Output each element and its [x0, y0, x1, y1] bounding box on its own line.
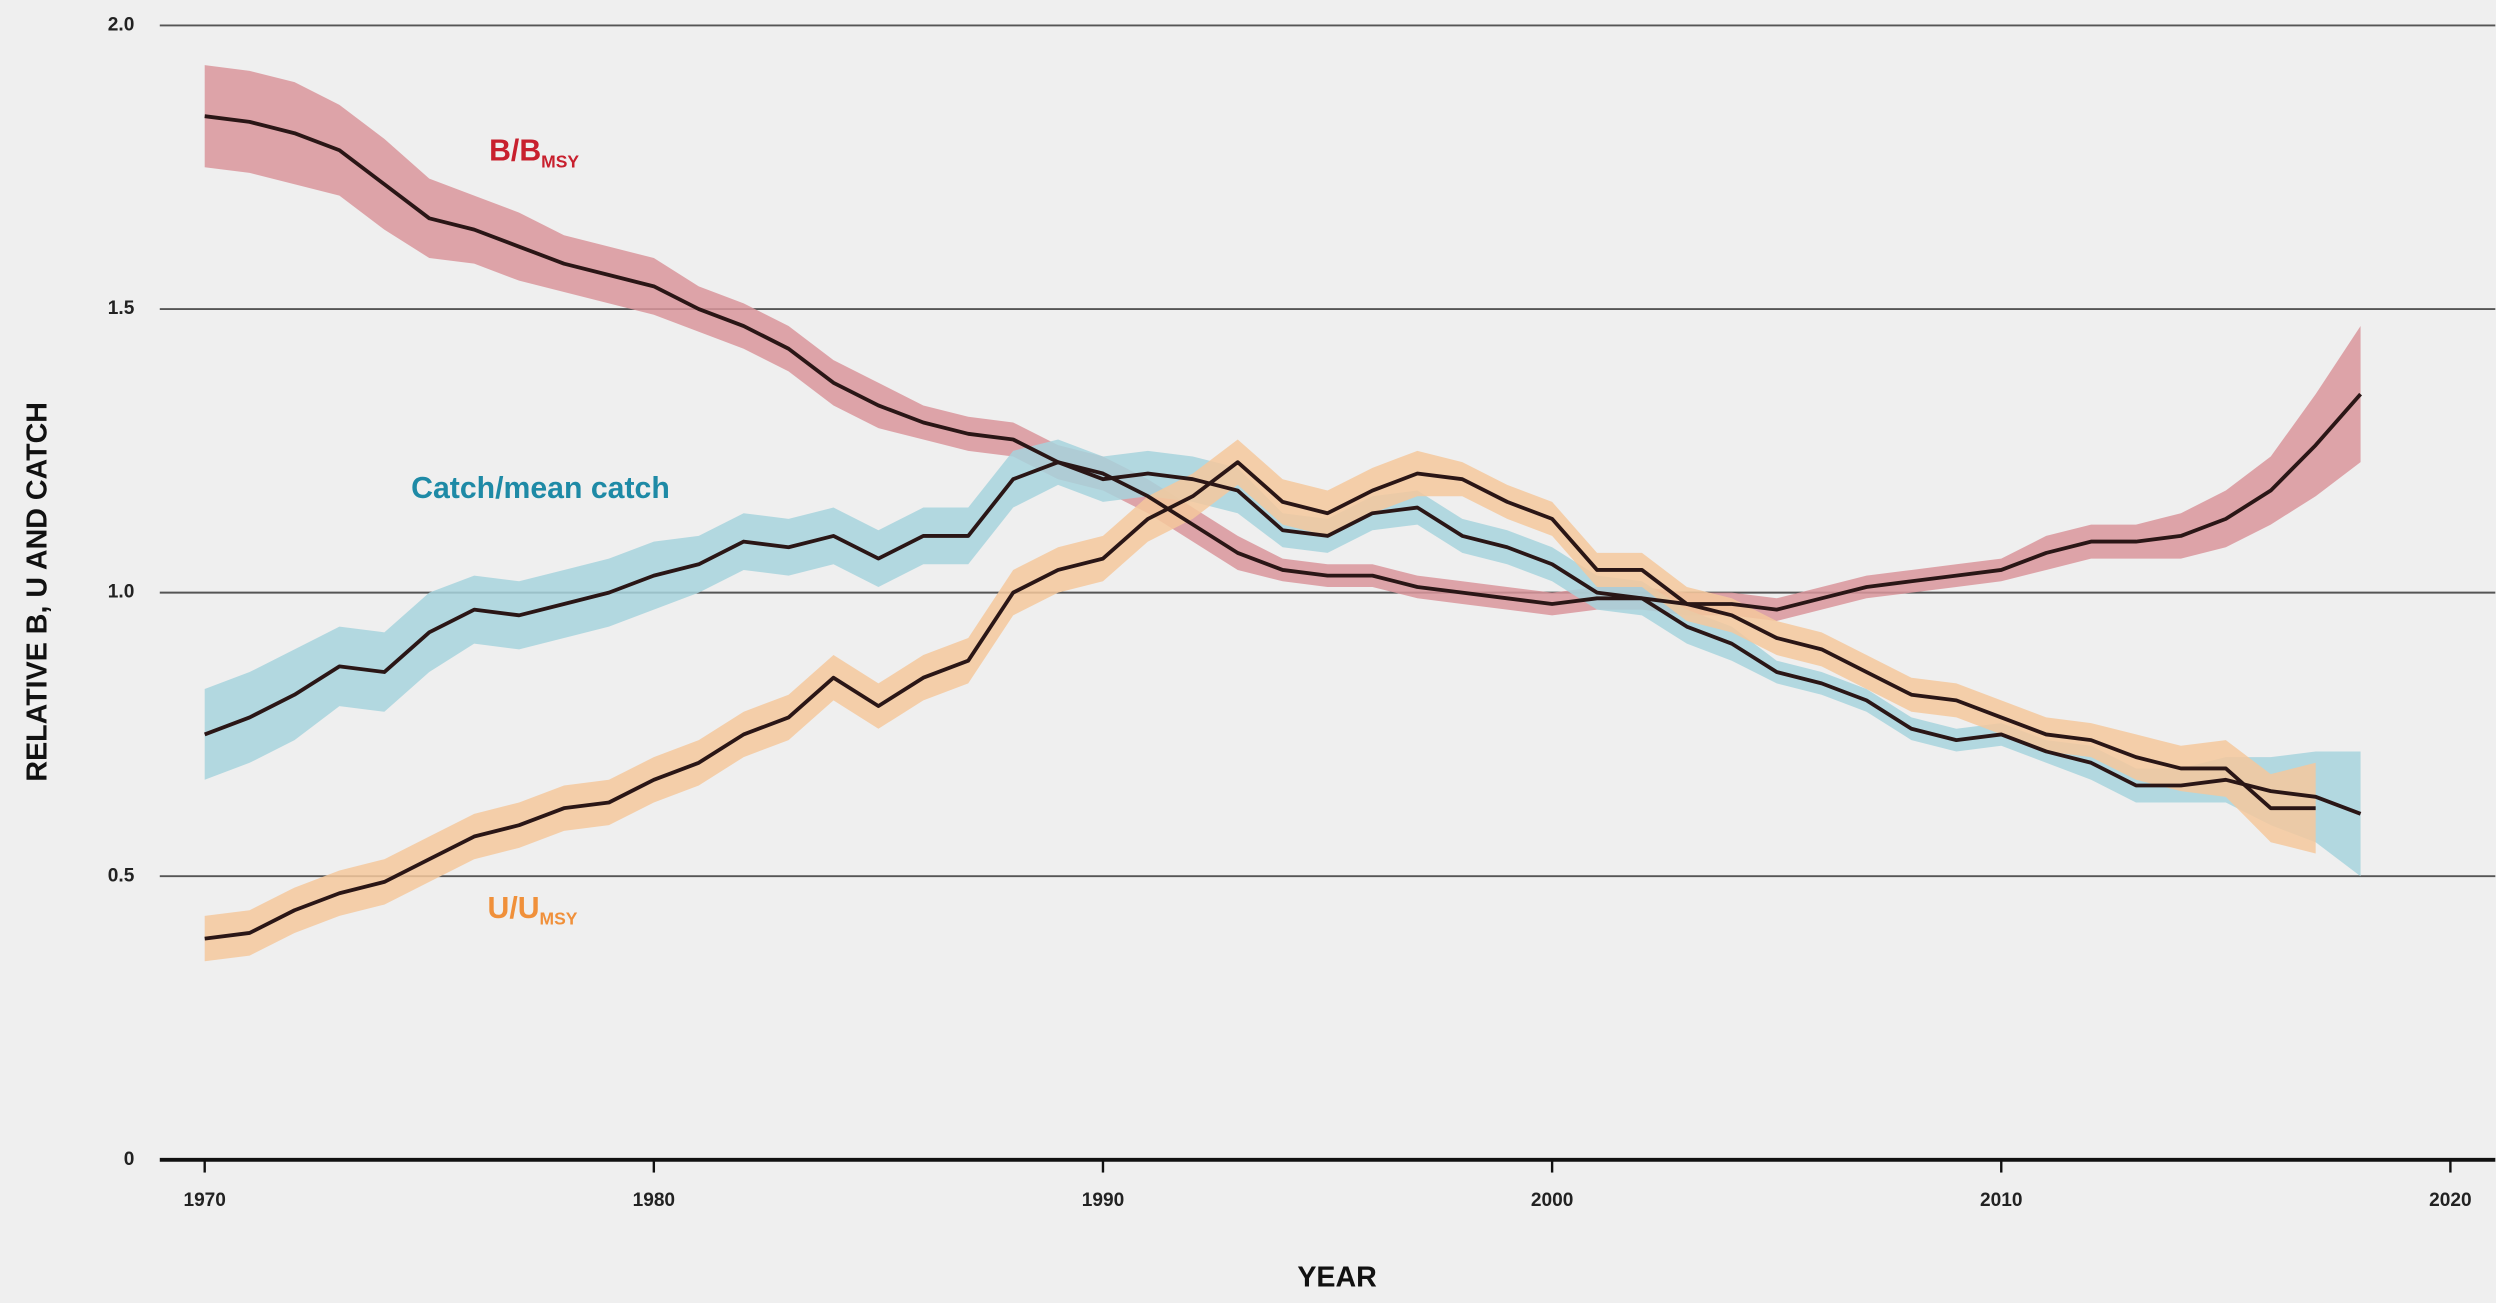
x-tick-label: 1980	[633, 1190, 675, 1211]
series-name: Catch/mean catch	[411, 472, 670, 505]
y-tick-label: 0.5	[108, 865, 135, 886]
series-line	[204, 460, 2316, 941]
series-name: U/U	[488, 892, 540, 925]
confidence-band	[204, 439, 2361, 877]
confidence-band	[204, 439, 2316, 962]
x-axis-title: YEAR	[1297, 1262, 1377, 1294]
x-tick-label: 2000	[1531, 1190, 1573, 1211]
y-axis-title: RELATIVE B, U AND CATCH	[21, 402, 53, 782]
series-subscript: MSY	[541, 151, 579, 171]
series-label: Catch/mean catch	[411, 472, 670, 505]
y-tick-label: 2.0	[108, 15, 135, 36]
y-tick-label: 1.0	[108, 582, 135, 603]
series-subscript: MSY	[540, 908, 578, 928]
series-line	[204, 114, 2363, 612]
series-name: B/B	[489, 135, 541, 168]
series-line	[204, 460, 2362, 816]
series-label: B/BMSY	[489, 135, 579, 171]
x-tick-label: 1970	[183, 1190, 225, 1211]
x-tick-label: 2010	[1980, 1190, 2022, 1211]
x-tick-label: 2020	[2429, 1190, 2471, 1211]
y-tick-label: 0	[124, 1149, 135, 1170]
series-label: U/UMSY	[488, 892, 578, 928]
y-tick-label: 1.5	[108, 298, 135, 319]
x-tick-label: 1990	[1082, 1190, 1124, 1211]
